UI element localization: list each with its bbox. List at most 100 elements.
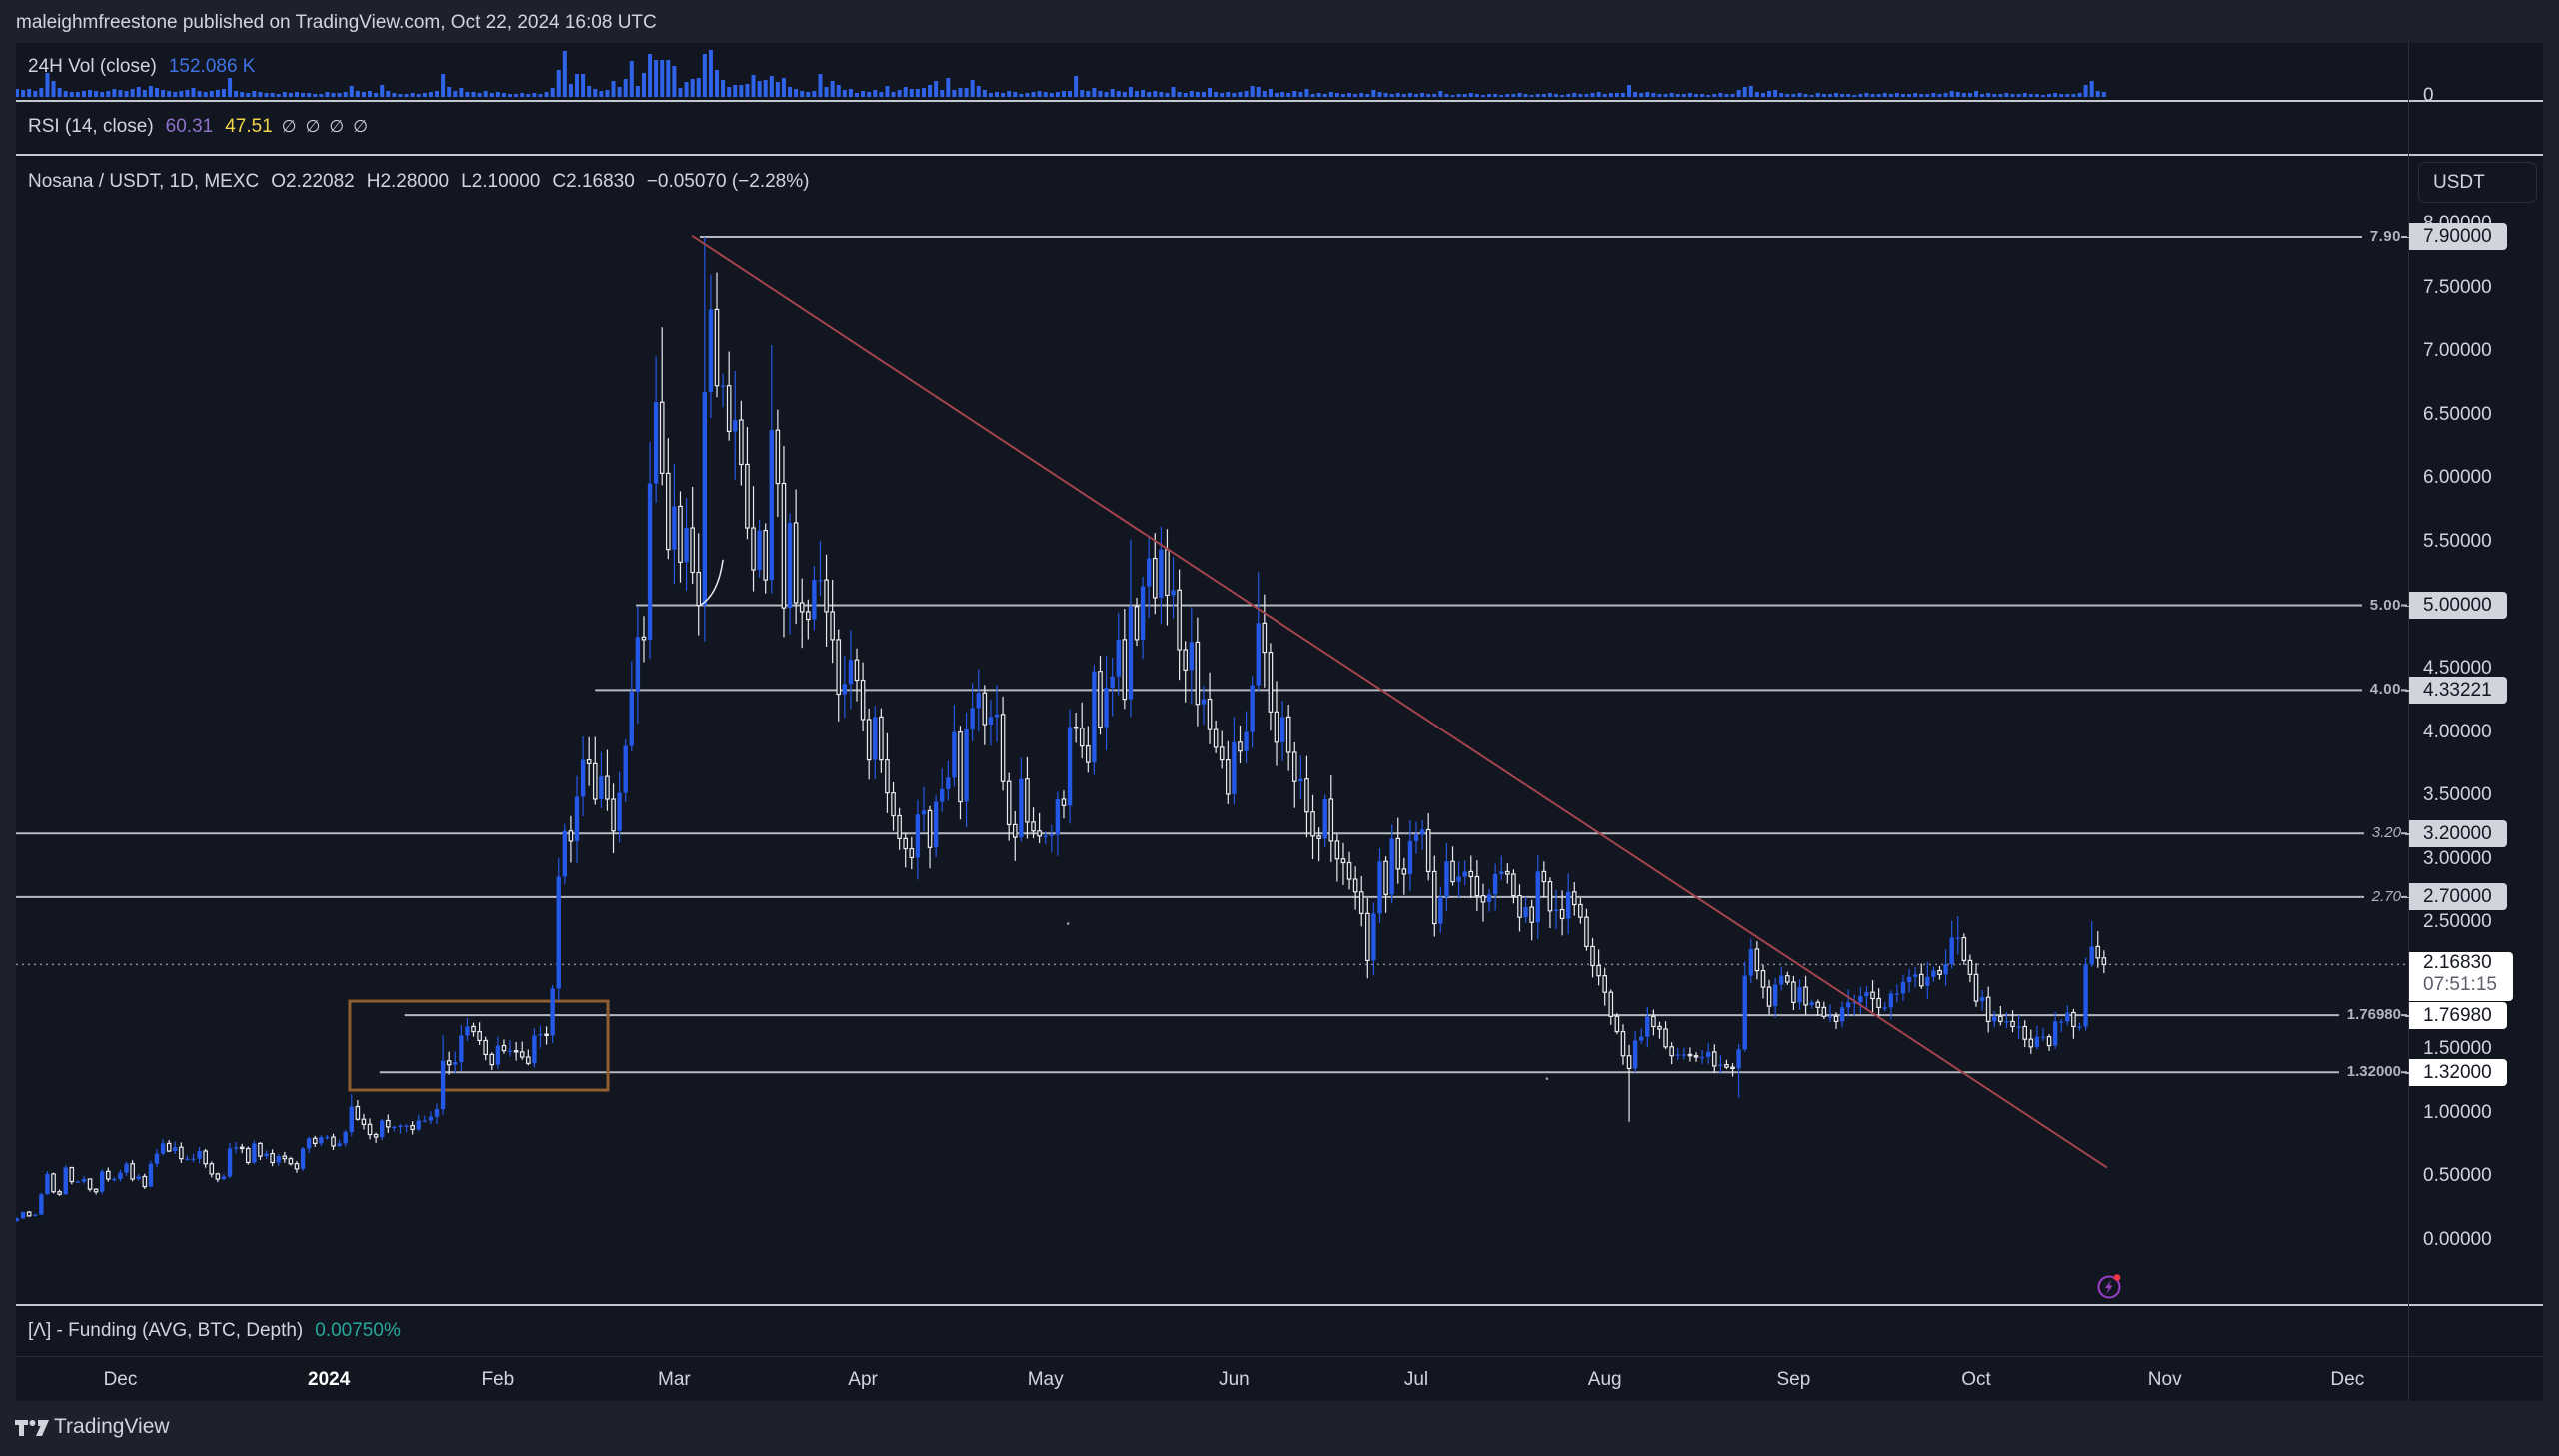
candle-down [1383,856,1388,913]
candle-down [775,409,781,517]
volume-bar [696,78,701,97]
volume-bar [246,93,251,97]
volume-bar [349,86,354,97]
volume-bar [1511,94,1516,97]
volume-bar [124,91,129,97]
volume-bar [1627,85,1632,97]
rsi-null-value: ∅ [281,117,297,136]
volume-bar [282,92,287,97]
candle-down [1961,933,1967,965]
volume-bar [654,60,659,97]
candle-down [1285,705,1291,771]
candle-down [860,662,866,732]
candle-down [355,1100,361,1121]
volume-bar [1517,93,1522,97]
candle-up [532,1028,537,1068]
symbol-legend[interactable]: Nosana / USDT, 1D, MEXC O2.22082 H2.28000 L… [28,169,809,195]
volume-bar [1098,91,1103,97]
volume-bar [1791,94,1796,97]
volume-bar [234,91,239,97]
currency-button[interactable]: USDT [2418,162,2537,203]
rsi-legend[interactable]: RSI (14, close) 60.31 47.51 ∅ ∅ ∅ ∅ [28,114,368,140]
volume-bar [33,91,38,97]
volume-bar [368,91,373,97]
candle-up [276,1154,281,1166]
range-rectangle[interactable] [348,999,610,1092]
candle-up [112,1177,117,1182]
volume-bar [1687,93,1692,97]
volume-bar [1572,93,1577,97]
volume-legend[interactable]: 24H Vol (close) 152.086 K [28,54,255,80]
volume-bar [1706,95,1711,97]
candle-down [1669,1042,1674,1065]
volume-bar [1244,91,1249,97]
candle-up [100,1169,105,1195]
candle-down [526,1049,531,1066]
volume-bar [1104,92,1109,97]
volume-bar [197,91,202,97]
candle-up [933,795,939,857]
volume-bar [1328,92,1333,97]
volume-bar [1730,94,1735,97]
candle-down [288,1156,294,1166]
volume-bar [666,60,671,97]
candle-up [1632,1031,1638,1073]
volume-bar [763,80,768,97]
volume-bar [75,92,80,97]
volume-bar [934,81,939,97]
volume-bar [1304,89,1309,97]
volume-bar [1086,91,1091,97]
funding-legend[interactable]: [Λ] - Funding (AVG, BTC, Depth) 0.00750% [28,1318,401,1344]
tradingview-logo-icon[interactable] [15,1419,51,1437]
candle-up [940,768,945,812]
candle-up [428,1111,434,1125]
volume-bar [2071,94,2076,97]
volume-bar [1675,94,1680,97]
candle-up [1565,873,1571,935]
candle-down [361,1113,367,1130]
volume-bar [514,94,519,97]
candle-down [410,1121,415,1135]
candle-down [866,708,872,780]
volume-bar [2065,94,2070,97]
volume-bar [982,90,987,97]
volume-bar [2095,91,2100,97]
pane-separator-main-funding[interactable] [16,1304,2543,1306]
candle-up [1675,1047,1680,1061]
candle-up [970,683,975,742]
volume-bar [416,94,421,97]
pane-separator-volume-rsi[interactable] [16,100,2543,102]
tradingview-brand[interactable]: TradingView [54,1415,170,1438]
volume-bar [861,91,866,97]
lightning-alert-icon[interactable] [2096,1274,2122,1300]
current-price-value: 2.16830 [2423,952,2492,974]
volume-bar [1122,92,1127,97]
volume-bar [459,88,464,97]
freehand-curve[interactable] [699,559,724,607]
trendline[interactable] [691,234,2108,1169]
candle-up [252,1140,257,1165]
volume-bar [386,91,391,97]
candle-down [1754,941,1760,980]
volume-bar [1214,92,1219,97]
volume-bar [319,94,324,97]
volume-bar [1068,91,1073,97]
pane-separator-rsi-main[interactable] [16,154,2543,156]
volume-bar [751,75,756,97]
volume-bar [1177,92,1182,97]
candle-up [1407,820,1413,891]
candle-down [714,272,720,398]
volume-bar [1450,95,1455,97]
volume-bar [258,92,263,97]
candle-up [1371,902,1376,976]
candle-down [1328,775,1334,863]
candle-up [1900,974,1906,1001]
volume-bar [1827,94,1832,97]
volume-bar [185,90,190,97]
candle-down [1304,755,1309,838]
volume-bar [946,78,951,97]
volume-bar [781,78,786,97]
volume-bar [392,93,397,97]
volume-bar [1055,92,1060,97]
